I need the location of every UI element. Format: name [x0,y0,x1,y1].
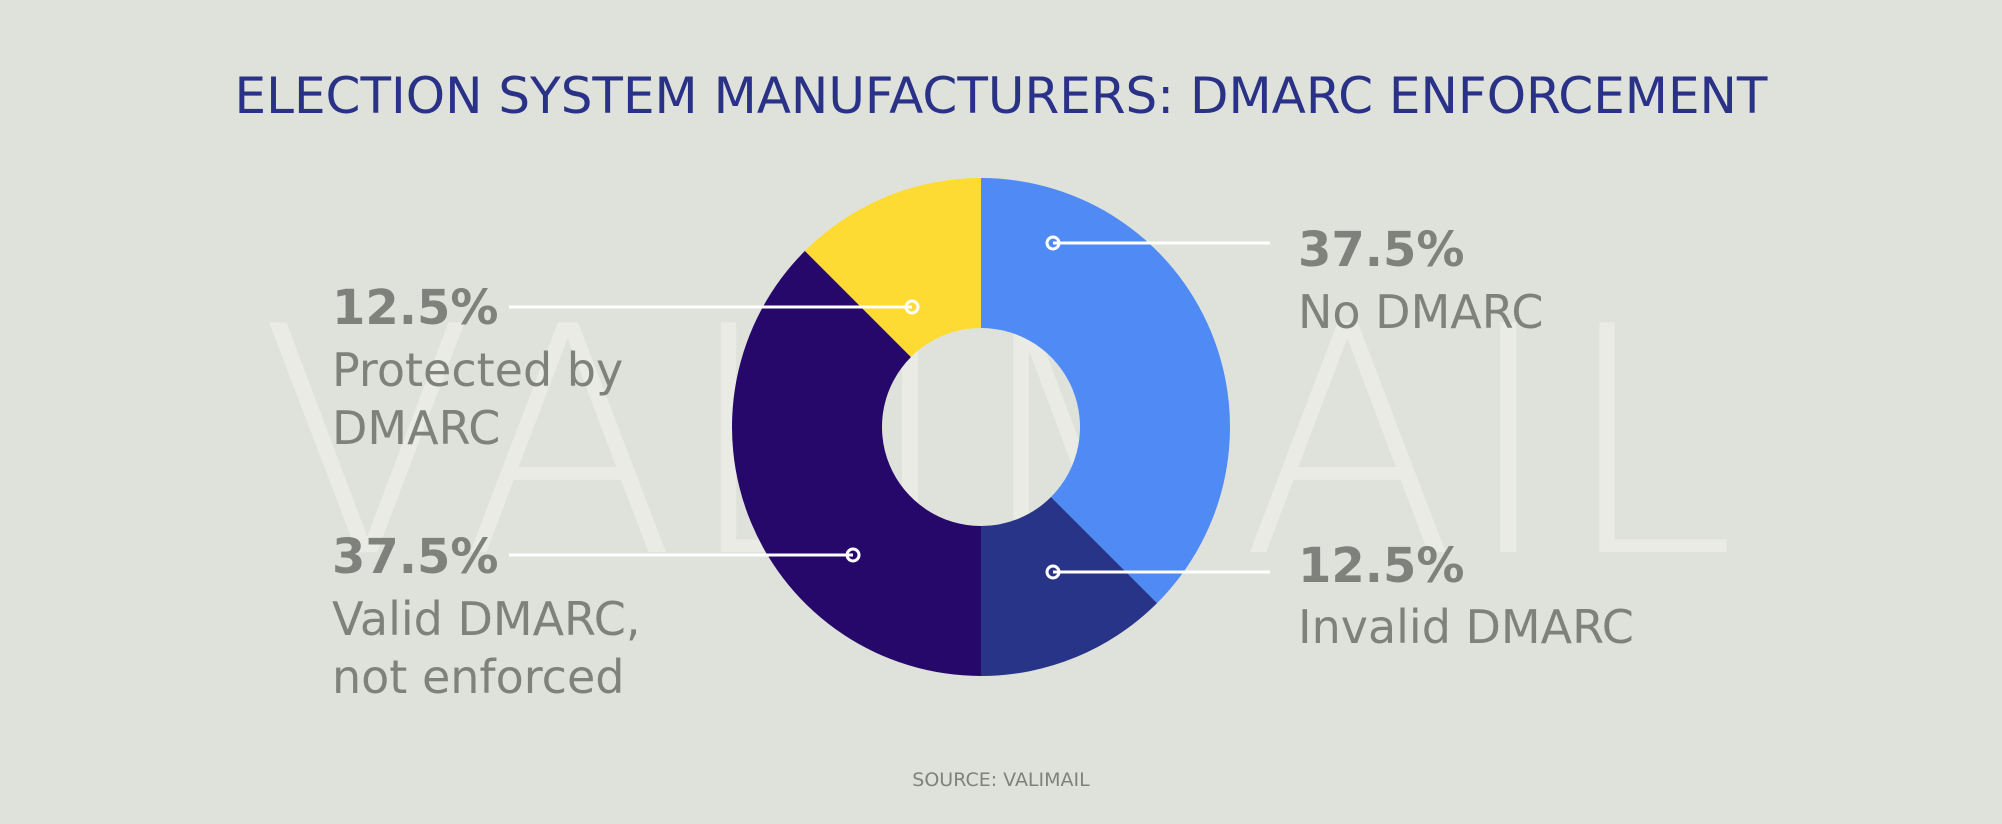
leader-dot-invalid-dmarc [1045,564,1061,580]
donut-slices [732,178,1231,676]
slice-no-dmarc [981,178,1231,604]
category-label-valid-dmarc-not-enforced: Valid DMARC, [332,592,640,646]
category-label-protected-by-dmarc: Protected by [332,343,623,397]
leader-dot-protected-by-dmarc [904,299,920,315]
slice-protected-by-dmarc [804,178,981,357]
category-label-valid-dmarc-not-enforced: not enforced [332,650,624,704]
slice-labels: 37.5% No DMARC 12.5% Invalid DMARC 37.5% Vali… [332,222,1634,704]
leader-dot-valid-dmarc-not-enforced [845,547,861,563]
category-label-no-dmarc: No DMARC [1298,285,1544,339]
chart-title: ELECTION SYSTEM MANUFACTURERS: DMARC ENF… [235,67,1768,125]
slice-valid-dmarc-not-enforced [732,250,981,676]
slice-invalid-dmarc [981,497,1158,676]
source-note: SOURCE: VALIMAIL [912,769,1090,791]
percent-label-invalid-dmarc: 12.5% [1298,538,1465,594]
leader-lines [509,235,1270,580]
percent-label-protected-by-dmarc: 12.5% [332,280,499,336]
category-label-invalid-dmarc: Invalid DMARC [1298,600,1634,654]
percent-label-no-dmarc: 37.5% [1298,222,1465,278]
percent-label-valid-dmarc-not-enforced: 37.5% [332,529,499,585]
leader-dot-no-dmarc [1045,235,1061,251]
category-label-protected-by-dmarc: DMARC [332,401,500,455]
